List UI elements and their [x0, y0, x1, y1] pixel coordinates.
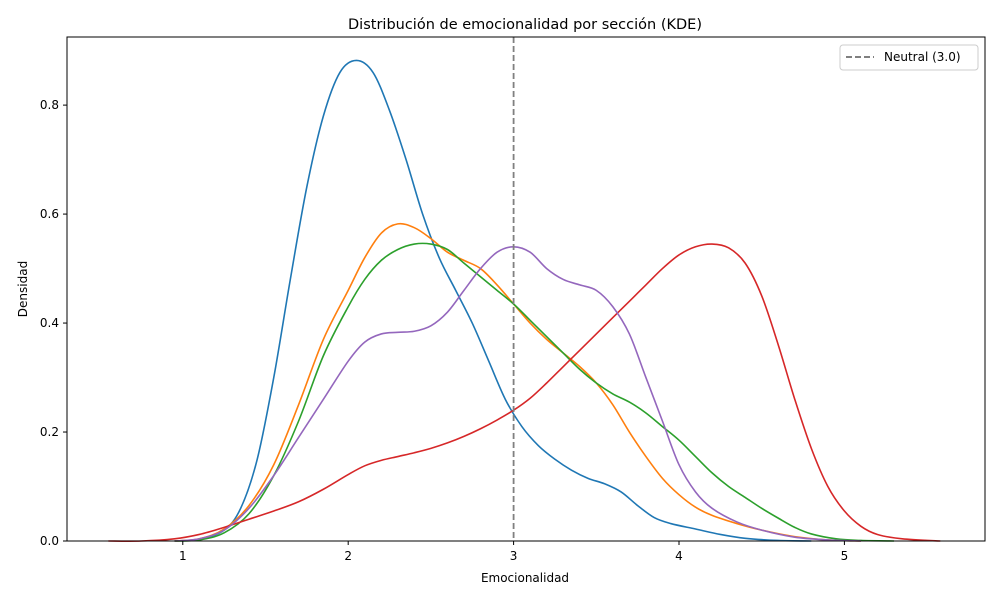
y-tick-label: 0.6 — [40, 207, 59, 221]
series-line-1 — [174, 59, 812, 542]
series-line-2 — [174, 222, 861, 542]
x-axis-label: Emocionalidad — [481, 571, 569, 585]
series-line-4 — [108, 243, 941, 542]
chart-title: Distribución de emocionalidad por secció… — [348, 17, 702, 33]
series-line-3 — [174, 242, 895, 542]
y-tick-label: 0.2 — [40, 425, 59, 439]
x-axis: 1 2 3 4 5 — [179, 541, 848, 563]
y-tick-label: 0.8 — [40, 98, 59, 112]
legend: Neutral (3.0) — [839, 44, 979, 71]
plot-frame — [66, 36, 986, 542]
x-tick-label: 2 — [344, 549, 352, 563]
series-line-5 — [174, 245, 861, 542]
x-tick-label: 5 — [841, 549, 849, 563]
x-tick-label: 3 — [510, 549, 518, 563]
x-tick-label: 1 — [179, 549, 187, 563]
x-tick-label: 4 — [675, 549, 683, 563]
legend-box — [839, 44, 979, 71]
legend-label-neutral: Neutral (3.0) — [884, 50, 961, 64]
y-tick-label: 0.0 — [40, 534, 59, 548]
y-axis-label: Densidad — [16, 261, 30, 317]
y-tick-label: 0.4 — [40, 316, 59, 330]
y-axis: 0.0 0.2 0.4 0.6 0.8 — [40, 98, 67, 548]
series-lines — [108, 59, 941, 542]
